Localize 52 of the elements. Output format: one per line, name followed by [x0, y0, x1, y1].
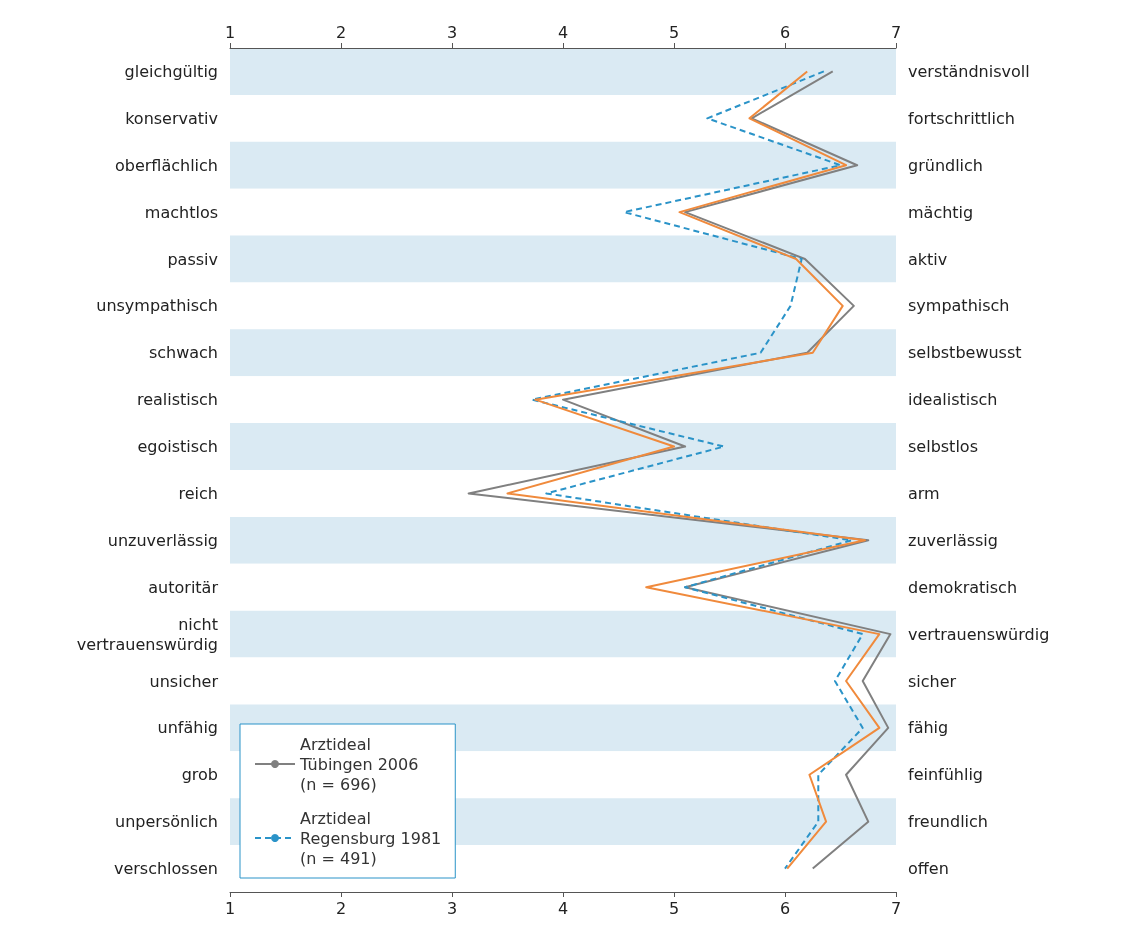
y2-tick-label: idealistisch	[908, 390, 998, 410]
x2-tick-label: 1	[224, 22, 236, 42]
y2-tick-label: aktiv	[908, 249, 948, 269]
x-tick-label: 6	[779, 898, 791, 918]
x-tick-label: 4	[557, 898, 569, 918]
y2-tick-label: selbstbewusst	[908, 343, 1022, 363]
x-tick-label: 3	[446, 898, 458, 918]
y2-tick-label: zuverlässig	[908, 530, 998, 550]
y-tick-label: nicht vertrauenswürdig	[76, 614, 218, 654]
y-tick-label: autoritär	[148, 577, 219, 597]
y-tick-label: unzuverlässig	[107, 530, 218, 550]
x-tick-label: 5	[668, 898, 680, 918]
y2-tick-label: demokratisch	[908, 577, 1018, 597]
y2-tick-label: fähig	[908, 718, 949, 738]
y2-tick-label: vertrauenswürdig	[908, 624, 1050, 644]
y2-tick-label: gründlich	[908, 155, 983, 175]
y2-tick-label: verständnisvoll	[908, 61, 1030, 81]
x2-tick-label: 5	[668, 22, 680, 42]
y-tick-label: unsicher	[149, 671, 219, 691]
x2-tick-label: 3	[446, 22, 458, 42]
y2-tick-label: feinfühlig	[908, 765, 984, 785]
y-tick-label: schwach	[148, 343, 218, 363]
y2-tick-label: mächtig	[908, 202, 974, 222]
legend-label: Arztideal Regensburg 1981 (n = 491)	[300, 808, 442, 868]
y-tick-label: oberflächlich	[114, 155, 218, 175]
y-tick-label: machtlos	[144, 202, 218, 222]
y-tick-label: gleichgültig	[124, 61, 218, 81]
x2-tick-label: 7	[890, 22, 902, 42]
y-tick-label: unpersönlich	[115, 812, 218, 832]
y-tick-label: passiv	[167, 249, 218, 269]
y2-tick-label: fortschrittlich	[908, 108, 1015, 128]
x-tick-label: 7	[890, 898, 902, 918]
y2-tick-label: freundlich	[908, 812, 988, 832]
y-tick-label: realistisch	[136, 390, 218, 410]
x-tick-label: 1	[224, 898, 236, 918]
y-tick-label: reich	[178, 483, 218, 503]
y-tick-label: unfähig	[157, 718, 218, 738]
y2-tick-label: offen	[908, 859, 949, 879]
x2-tick-label: 6	[779, 22, 791, 42]
y-tick-label: unsympathisch	[96, 296, 218, 316]
legend-label: Arztideal Tübingen 2006 (n = 696)	[299, 734, 419, 794]
y-tick-label: egoistisch	[137, 437, 218, 457]
x-tick-label: 2	[335, 898, 347, 918]
x2-tick-label: 4	[557, 22, 569, 42]
y-tick-label: verschlossen	[113, 859, 218, 879]
y2-tick-label: sympathisch	[908, 296, 1010, 316]
y2-tick-label: arm	[908, 483, 940, 503]
y2-tick-label: sicher	[908, 671, 957, 691]
x2-tick-label: 2	[335, 22, 347, 42]
y-tick-label: konservativ	[125, 108, 218, 128]
y-tick-label: grob	[181, 765, 218, 785]
y2-tick-label: selbstlos	[908, 437, 978, 457]
